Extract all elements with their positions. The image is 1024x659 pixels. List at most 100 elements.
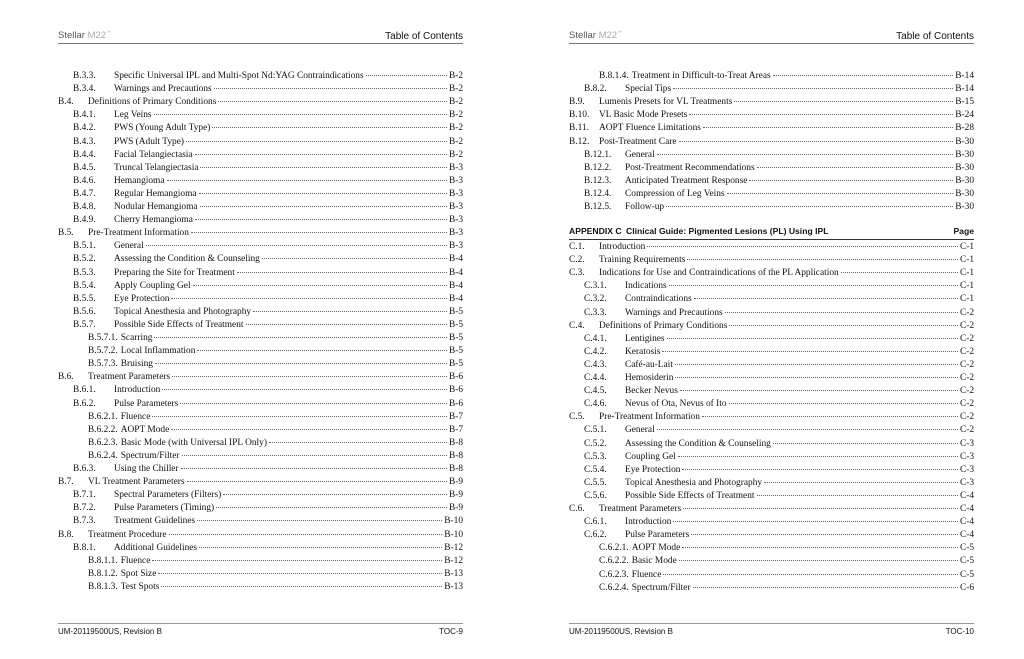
toc-entry[interactable]: B.6.2. Pulse Parameters B-6 (58, 398, 463, 411)
toc-entry[interactable]: B.4.7. Regular Hemangioma B-3 (58, 188, 463, 201)
toc-entry[interactable]: C.5.5. Topical Anesthesia and Photography… (569, 477, 974, 490)
toc-entry[interactable]: C.6.2.2. Basic Mode C-5 (569, 555, 974, 568)
toc-entry[interactable]: C.3. Indications for Use and Contraindica… (569, 267, 974, 280)
toc-entry[interactable]: C.4. Definitions of Primary Conditions C-2 (569, 320, 974, 333)
toc-entry[interactable]: B.6.3. Using the Chiller B-8 (58, 463, 463, 476)
toc-entry[interactable]: B.10. VL Basic Mode Presets B-24 (569, 109, 974, 122)
toc-entry[interactable]: B.4.5. Truncal Telangiectasia B-3 (58, 162, 463, 175)
toc-entry[interactable]: C.4.6. Nevus of Ota, Nevus of Ito C-2 (569, 398, 974, 411)
entry-title: Introduction (114, 385, 161, 396)
toc-entry[interactable]: B.4.2. PWS (Young Adult Type) B-2 (58, 122, 463, 135)
entry-title: Facial Telangiectasia (114, 149, 193, 160)
toc-entry[interactable]: C.5.1. General C-2 (569, 424, 974, 437)
toc-entry[interactable]: B.5.7.2. Local Inflammation B-5 (58, 345, 463, 358)
toc-entry[interactable]: B.5.1. General B-3 (58, 240, 463, 253)
dot-leader (772, 75, 954, 76)
toc-entry[interactable]: B.4.9. Cherry Hemangioma B-3 (58, 214, 463, 227)
toc-entry[interactable]: B.6.2.3. Basic Mode (with Universal IPL O… (58, 437, 463, 450)
toc-entry[interactable]: B.8.1.3. Test Spots B-13 (58, 581, 463, 594)
toc-entry[interactable]: B.9. Lumenis Presets for VL Treatments B-1… (569, 96, 974, 109)
toc-entry[interactable]: C.4.3. Café-au-Lait C-2 (569, 359, 974, 372)
toc-entry[interactable]: C.5.6. Possible Side Effects of Treatment… (569, 490, 974, 503)
toc-entry[interactable]: B.7. VL Treatment Parameters B-9 (58, 476, 463, 489)
toc-entry[interactable]: B.5.6. Topical Anesthesia and Photography… (58, 306, 463, 319)
toc-entry[interactable]: B.8.1.1. Fluence B-12 (58, 555, 463, 568)
toc-entry[interactable]: B.5.7. Possible Side Effects of Treatment… (58, 319, 463, 332)
toc-entry[interactable]: C.6.2.3. Fluence C-5 (569, 569, 974, 582)
toc-entry[interactable]: C.2. Training Requirements C-1 (569, 254, 974, 267)
dot-leader (673, 521, 958, 523)
toc-entry[interactable]: C.6.1. Introduction C-4 (569, 516, 974, 529)
entry-title: Truncal Telangiectasia (114, 162, 199, 173)
toc-entry[interactable]: B.5.4. Apply Coupling Gel B-4 (58, 280, 463, 293)
entry-page: B-2 (448, 136, 463, 147)
toc-entry[interactable]: B.7.1. Spectral Parameters (Filters) B-9 (58, 489, 463, 502)
toc-entry[interactable]: C.4.4. Hemosiderin C-2 (569, 372, 974, 385)
toc-entry[interactable]: C.4.5. Becker Nevus C-2 (569, 385, 974, 398)
toc-entry[interactable]: C.5.2. Assessing the Condition & Counseli… (569, 438, 974, 451)
toc-entry[interactable]: C.6.2. Pulse Parameters C-4 (569, 529, 974, 542)
entry-title: Lumenis Presets for VL Treatments (599, 97, 733, 108)
toc-entry[interactable]: B.4.8. Nodular Hemangioma B-3 (58, 201, 463, 214)
toc-entry[interactable]: B.8.1.4. Treatment in Difficult-to-Treat … (569, 70, 974, 83)
toc-entry[interactable]: B.6.1. Introduction B-6 (58, 384, 463, 397)
toc-entry[interactable]: B.12. Post-Treatment Care B-30 (569, 136, 974, 149)
toc-entry[interactable]: C.6. Treatment Parameters C-4 (569, 503, 974, 516)
toc-entry[interactable]: B.5.7.3. Bruising B-5 (58, 358, 463, 371)
entry-page: B-4 (448, 293, 463, 304)
dot-leader (192, 284, 447, 286)
entry-title: Lentigines (625, 333, 665, 344)
entry-page: B-3 (448, 188, 463, 199)
dot-leader (171, 428, 447, 430)
entry-page: C-4 (959, 504, 974, 514)
toc-entry[interactable]: B.5.5. Eye Protection B-4 (58, 293, 463, 306)
entry-page: B-30 (955, 136, 974, 147)
toc-entry[interactable]: B.5. Pre-Treatment Information B-3 (58, 227, 463, 240)
toc-entry[interactable]: C.4.2. Keratosis C-2 (569, 346, 974, 359)
toc-entry[interactable]: C.4.1. Lentigines C-2 (569, 333, 974, 346)
toc-entry[interactable]: B.3.3. Specific Universal IPL and Multi-S… (58, 70, 463, 83)
entry-page: C-2 (959, 307, 974, 318)
toc-entry[interactable]: B.5.7.1. Scarring B-5 (58, 332, 463, 345)
toc-entry[interactable]: B.11. AOPT Fluence Limitations B-28 (569, 122, 974, 135)
toc-entry[interactable]: C.3.1. Indications C-1 (569, 280, 974, 293)
entry-title: Spectrum/Filter (631, 582, 691, 593)
toc-entry[interactable]: C.5. Pre-Treatment Information C-2 (569, 411, 974, 424)
toc-entry[interactable]: B.4.6. Hemangioma B-3 (58, 175, 463, 188)
toc-entry[interactable]: C.3.3. Warnings and Precautions C-2 (569, 307, 974, 320)
toc-entry[interactable]: B.12.5. Follow-up B-30 (569, 201, 974, 214)
toc-entry[interactable]: B.4.1. Leg Veins B-2 (58, 109, 463, 122)
toc-entry[interactable]: B.6.2.2. AOPT Mode B-7 (58, 424, 463, 437)
entry-page: B-6 (448, 372, 463, 383)
toc-entry[interactable]: B.5.3. Preparing the Site for Treatment B-… (58, 267, 463, 280)
toc-entry[interactable]: B.4. Definitions of Primary Conditions B-2 (58, 96, 463, 109)
toc-entry[interactable]: B.8. Treatment Procedure B-10 (58, 529, 463, 542)
toc-entry[interactable]: B.12.2. Post-Treatment Recommendations B-3… (569, 162, 974, 175)
toc-entry[interactable]: B.8.2. Special Tips B-14 (569, 83, 974, 96)
entry-number: B.4.5. (73, 162, 96, 173)
toc-entry[interactable]: B.7.3. Treatment Guidelines B-10 (58, 515, 463, 528)
toc-entry[interactable]: B.12.1. General B-30 (569, 149, 974, 162)
dot-leader (162, 389, 447, 391)
entry-number: B.5.6. (73, 306, 96, 317)
toc-entry[interactable]: B.6. Treatment Parameters B-6 (58, 371, 463, 384)
toc-entry[interactable]: B.8.1. Additional Guidelines B-12 (58, 542, 463, 555)
toc-entry[interactable]: C.5.4. Eye Protection C-3 (569, 464, 974, 477)
toc-entry[interactable]: B.4.3. PWS (Adult Type) B-2 (58, 136, 463, 149)
toc-entry[interactable]: B.6.2.1. Fluence B-7 (58, 411, 463, 424)
toc-entry[interactable]: B.12.3. Anticipated Treatment Response B-3… (569, 175, 974, 188)
toc-entry[interactable]: B.12.4. Compression of Leg Veins B-30 (569, 188, 974, 201)
toc-entry[interactable]: B.8.1.2. Spot Size B-13 (58, 568, 463, 581)
toc-entry[interactable]: B.6.2.4. Spectrum/Filter B-8 (58, 450, 463, 463)
toc-entry[interactable]: B.5.2. Assessing the Condition & Counseli… (58, 253, 463, 266)
toc-entry[interactable]: C.5.3. Coupling Gel C-3 (569, 451, 974, 464)
toc-entry[interactable]: B.4.4. Facial Telangiectasia B-2 (58, 149, 463, 162)
toc-entry[interactable]: C.6.2.4. Spectrum/Filter C-6 (569, 582, 974, 595)
entry-number: B.8. (58, 529, 74, 540)
toc-entry[interactable]: C.6.2.1. AOPT Mode C-5 (569, 542, 974, 555)
entry-title: Compression of Leg Veins (625, 188, 725, 199)
toc-entry[interactable]: B.3.4. Warnings and Precautions B-2 (58, 83, 463, 96)
toc-entry[interactable]: C.3.2. Contraindications C-1 (569, 293, 974, 306)
toc-entry[interactable]: C.1. Introduction C-1 (569, 241, 974, 254)
toc-entry[interactable]: B.7.2. Pulse Parameters (Timing) B-9 (58, 502, 463, 515)
